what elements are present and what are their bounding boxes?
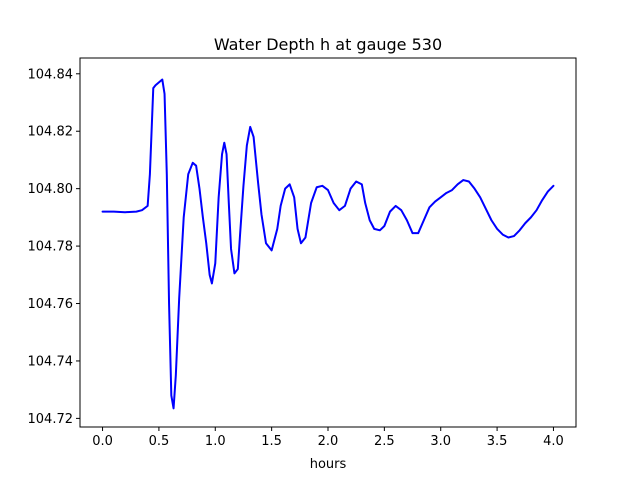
y-tick-label-5: 104.82: [28, 125, 74, 140]
x-axis-label: hours: [310, 457, 347, 472]
y-tick-label-0: 104.72: [28, 412, 74, 427]
x-tick-label-7: 3.5: [487, 434, 508, 449]
series-line-0: [101, 78, 555, 410]
x-tick-label-3: 1.5: [261, 434, 282, 449]
plot-area: 0.0 0.5 1.0 1.5 2.0 2.5 3.0 3.5 4.0 104.72 104.74 1…: [28, 57, 577, 449]
chart-title: Water Depth h at gauge 530: [214, 35, 442, 54]
y-tick-label-6: 104.84: [28, 67, 74, 82]
x-tick-label-0: 0.0: [92, 434, 113, 449]
y-tick-label-3: 104.78: [28, 240, 74, 255]
x-tick-label-6: 3.0: [430, 434, 451, 449]
y-tick-label-4: 104.80: [28, 182, 74, 197]
x-tick-label-4: 2.0: [318, 434, 339, 449]
y-tick-label-1: 104.74: [28, 354, 74, 369]
y-tick-label-2: 104.76: [28, 297, 74, 312]
x-tick-label-1: 0.5: [149, 434, 170, 449]
x-tick-label-8: 4.0: [543, 434, 564, 449]
x-tick-label-2: 1.0: [205, 434, 226, 449]
x-tick-label-5: 2.5: [374, 434, 395, 449]
